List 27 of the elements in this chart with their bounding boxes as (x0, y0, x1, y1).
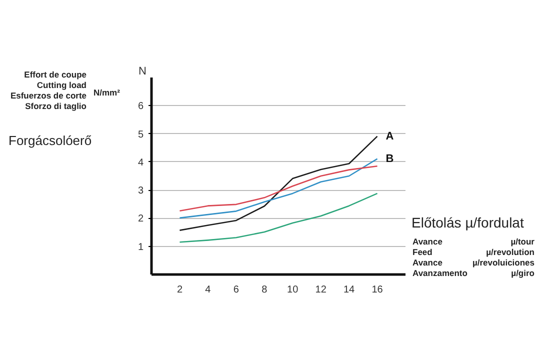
x-tick-label: 10 (287, 284, 299, 296)
x-tick-label: 16 (372, 284, 384, 296)
series-label: B (386, 152, 394, 165)
x-axis-title: Előtolás µ/fordulat (412, 214, 524, 230)
y-tick-label: 5 (138, 129, 144, 140)
line-series (179, 192, 378, 243)
y-axis-title: Forgácsolóerő (8, 133, 92, 148)
text: Effort de coupe Cutting load Esfuerzos de corte Sforzo di taglio (10, 70, 87, 111)
y-tick-label: 1 (138, 242, 144, 253)
y-tick-label: 2 (138, 214, 144, 225)
x-tick-label: 6 (233, 284, 240, 296)
text: Avance Feed Avance Avanzamento (412, 236, 468, 278)
text: N/mm² (94, 88, 120, 98)
y-tick-label: 4 (138, 157, 144, 168)
text: µ/tour µ/revolution µ/revoluiciones µ/giro (472, 236, 536, 278)
y-tick-label: 3 (138, 186, 144, 197)
series-label: A (386, 130, 394, 142)
x-tick-label: 12 (315, 284, 327, 296)
line-series (179, 136, 378, 231)
line-series (179, 166, 378, 212)
y-tick-label: 6 (138, 101, 144, 112)
x-tick-label: 14 (343, 284, 356, 296)
text: N (138, 66, 146, 78)
x-tick-label: 2 (176, 284, 183, 296)
x-tick-label: 8 (262, 284, 268, 296)
x-tick-label: 4 (205, 284, 212, 296)
line-series (179, 158, 378, 219)
